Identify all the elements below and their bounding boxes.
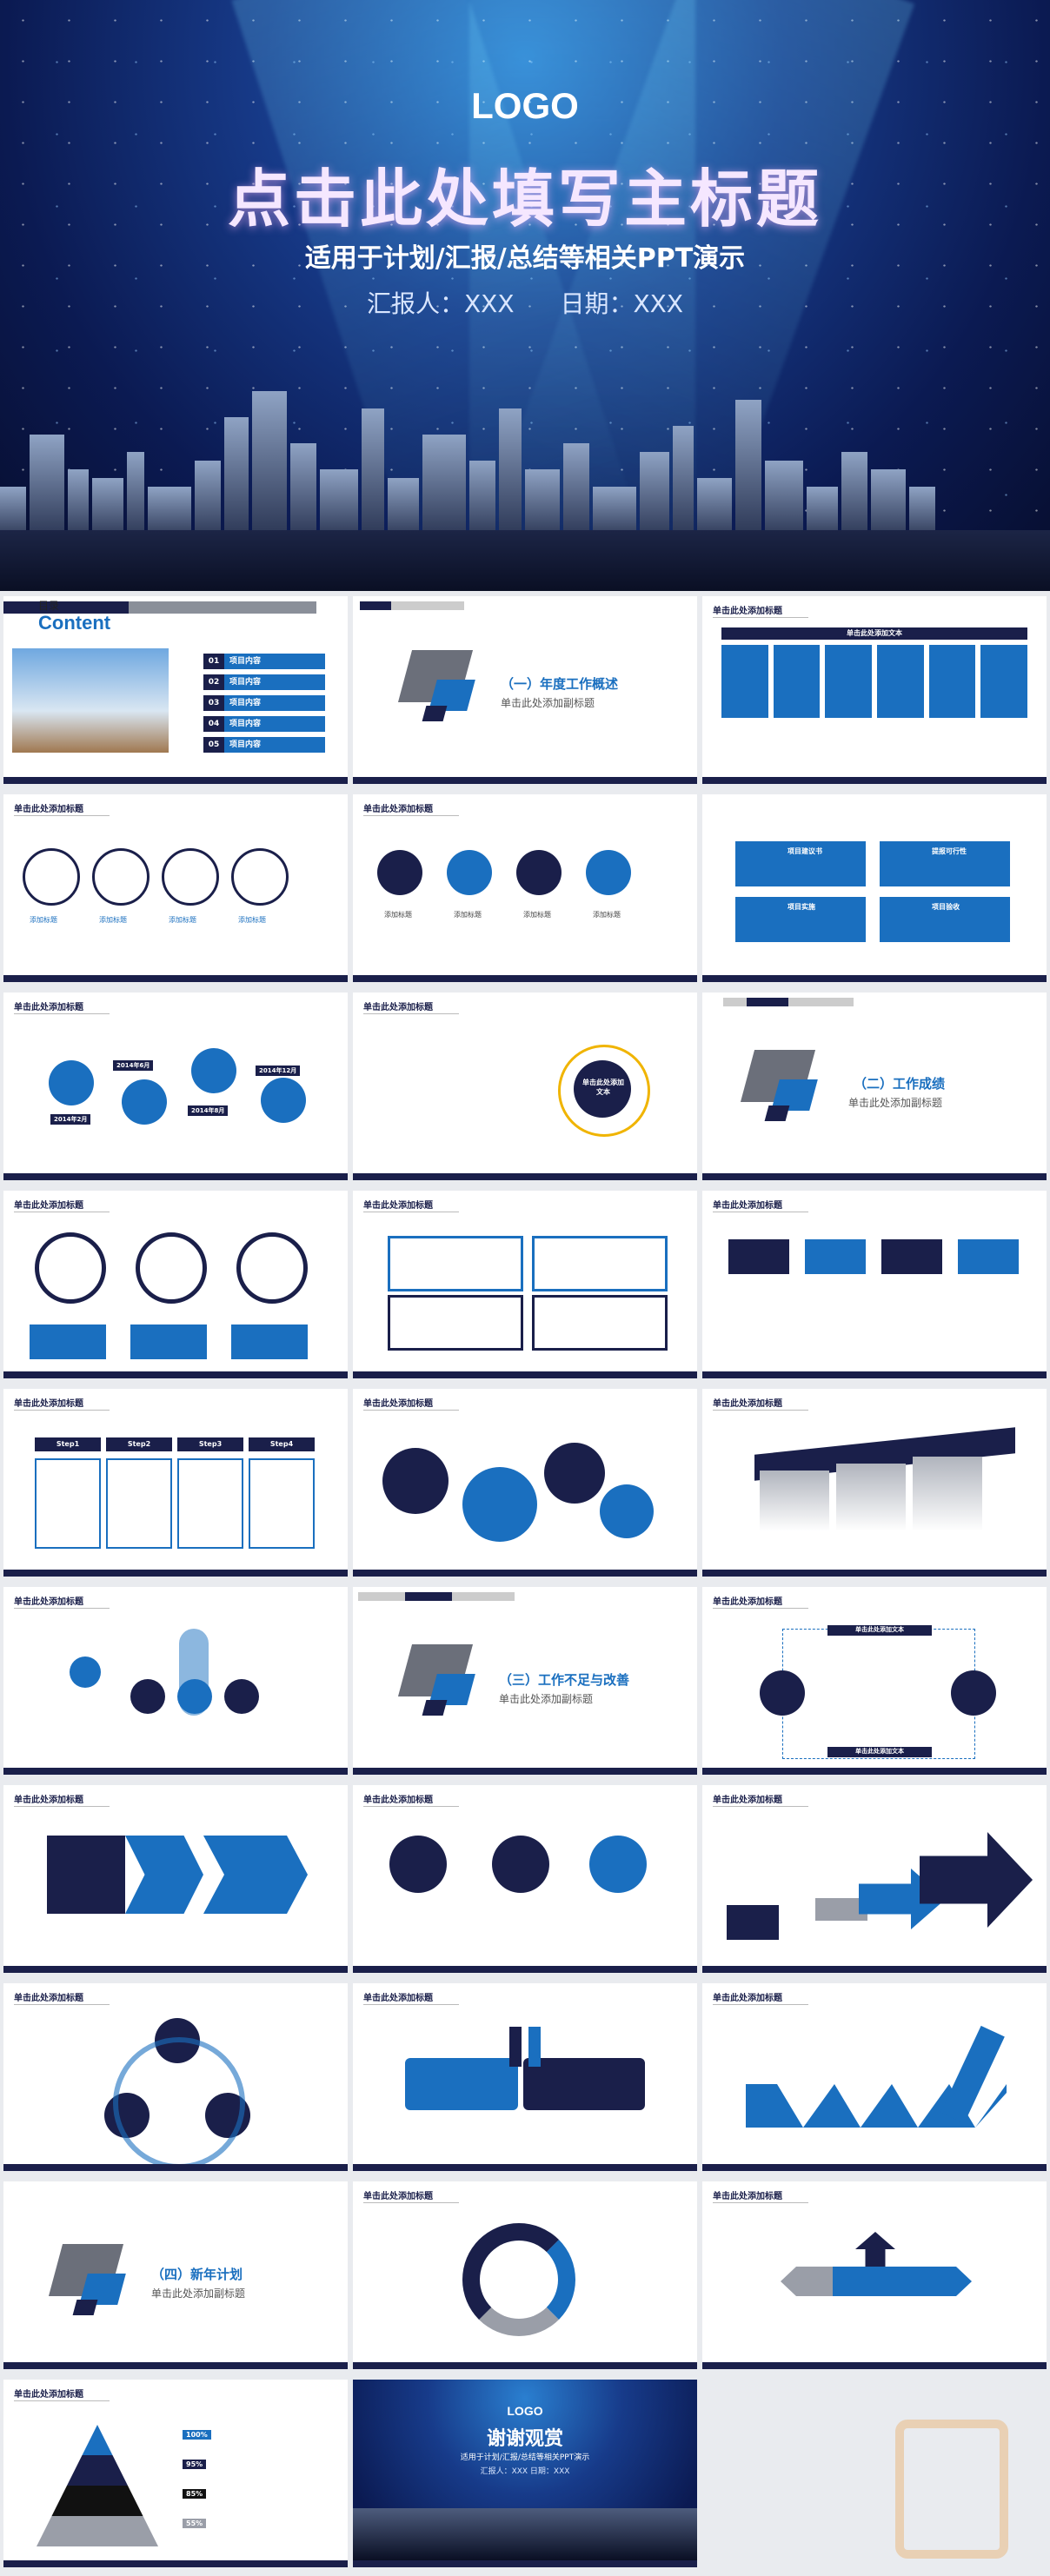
section-subtitle: 单击此处添加副标题 [501, 697, 595, 709]
slide-chevrons[interactable]: 单击此处添加标题 [3, 1785, 348, 1973]
calculator-card [880, 841, 1010, 886]
film-card [735, 897, 866, 942]
section-subtitle: 单击此处添加副标题 [848, 1097, 943, 1109]
monitor-icon [727, 1905, 779, 1940]
slide-table[interactable]: 单击此处添加标题 单击此处添加文本 [702, 596, 1047, 784]
slide-cross-arrows[interactable]: 单击此处添加标题 [702, 2181, 1047, 2369]
toc-item[interactable]: 01 项目内容 [203, 654, 325, 669]
slide-section-2[interactable]: （二）工作成绩 单击此处添加副标题 [702, 993, 1047, 1180]
section-title: （四）新年计划 [151, 2267, 243, 2282]
person-icon [509, 2027, 522, 2067]
slide-computer-arrows[interactable]: 单击此处添加标题 [702, 1785, 1047, 1973]
slide-people[interactable]: 单击此处添加标题 [353, 1983, 697, 2171]
toc-item[interactable]: 04 项目内容 [203, 716, 325, 732]
city-skyline [0, 374, 1050, 539]
link-icon [586, 850, 631, 895]
gear-icon [544, 1443, 605, 1504]
toc-title-cn: 目录 [38, 600, 60, 612]
slide-growth-arrow[interactable]: 单击此处添加标题 [702, 1983, 1047, 2171]
slide-cycle[interactable]: 单击此处添加标题 [3, 1983, 348, 2171]
toc-item[interactable]: 02 项目内容 [203, 674, 325, 690]
watermark-logo [895, 2420, 1008, 2559]
cover-slide: LOGO 点击此处填写主标题 适用于计划/汇报/总结等相关PPT演示 汇报人：X… [0, 0, 1050, 591]
slide-timeline[interactable]: 单击此处添加标题 2014年6月 2014年12月 2014年2月 2014年8… [3, 993, 348, 1180]
cover-title: 点击此处填写主标题 [227, 163, 822, 236]
slide-section-4[interactable]: （四）新年计划 单击此处添加副标题 [3, 2181, 348, 2369]
slide-steps-arrow[interactable]: 单击此处添加标题 [702, 1389, 1047, 1577]
slide-four-icons[interactable]: 单击此处添加标题 [702, 1191, 1047, 1378]
cover-meta: 汇报人：XXX 日期：XXX [0, 285, 1050, 320]
cover-logo: LOGO [471, 85, 579, 126]
toc-item[interactable]: 05 项目内容 [203, 737, 325, 753]
gear-icon [600, 1484, 654, 1538]
home-icon [728, 1239, 789, 1274]
person-icon [528, 2027, 541, 2067]
slide-steps[interactable]: 单击此处添加标题 Step1 Step2 Step3 Step4 [3, 1389, 348, 1577]
section-subtitle: 单击此处添加副标题 [151, 2287, 246, 2300]
slide-toc[interactable]: 目录 Content 01 项目内容 02 项目内容 03 项目内容 04 项目内容 0… [3, 596, 348, 784]
gear-icon [382, 1448, 449, 1514]
dropbox-icon [805, 1239, 866, 1274]
chart-icon [377, 850, 422, 895]
toc-item[interactable]: 03 项目内容 [203, 695, 325, 711]
slide-pyramid[interactable]: 单击此处添加标题 100% 95% 85% 55% [3, 2380, 348, 2567]
slide-three-circles-arrows[interactable]: 单击此处添加标题 [353, 1785, 697, 1973]
folder-icon [516, 850, 562, 895]
slide-icon-circles[interactable]: 单击此处添加标题 添加标题 添加标题 添加标题 添加标题 [353, 794, 697, 982]
slide-four-circles[interactable]: 单击此处添加标题 添加标题 添加标题 添加标题 添加标题 [3, 794, 348, 982]
slide-four-arrows[interactable]: 单击此处添加标题 单击此处添加文本 单击此处添加文本 [702, 1587, 1047, 1775]
file-icon [881, 1239, 942, 1274]
date-label: 日期：XXX [560, 289, 683, 318]
mail-icon [958, 1239, 1019, 1274]
water-reflection [0, 530, 1050, 591]
slide-section-3[interactable]: （三）工作不足与改善 单击此处添加副标题 [353, 1587, 697, 1775]
doc-icon [447, 850, 492, 895]
slide-process-pill[interactable]: 单击此处添加标题 [3, 1587, 348, 1775]
section-title: （二）工作成绩 [854, 1076, 946, 1092]
gear-icon [462, 1467, 537, 1542]
office-photo [12, 648, 169, 753]
section-title: （三）工作不足与改善 [499, 1672, 630, 1688]
edit-card [880, 897, 1010, 942]
section-subtitle: 单击此处添加副标题 [499, 1693, 594, 1705]
cover-subtitle: 适用于计划/汇报/总结等相关PPT演示 [304, 243, 746, 274]
reporter-label: 汇报人：XXX [367, 289, 515, 318]
toc-title-en: Content [38, 612, 111, 634]
slide-four-boxes[interactable]: 单击此处添加标题 [353, 1191, 697, 1378]
table-columns [721, 645, 1028, 718]
city-skyline [353, 2508, 697, 2560]
slide-cycle-arrows[interactable]: 单击此处添加标题 [353, 2181, 697, 2369]
tools-card [735, 841, 866, 886]
section-title: （一）年度工作概述 [501, 676, 619, 692]
pyramid-chart [37, 2425, 158, 2546]
slide-thanks[interactable]: LOGO 谢谢观赏 适用于计划/汇报/总结等相关PPT演示 汇报人：XXX 日期… [353, 2380, 697, 2567]
slide-icon-grid[interactable]: 项目建议书 提报可行性 项目实施 项目验收 [702, 794, 1047, 982]
slide-three-rings[interactable]: 单击此处添加标题 [3, 1191, 348, 1378]
slide-gears[interactable]: 单击此处添加标题 [353, 1389, 697, 1577]
slide-radial[interactable]: 单击此处添加标题 单击此处添加文本 [353, 993, 697, 1180]
slide-section-1[interactable]: （一）年度工作概述 单击此处添加副标题 [353, 596, 697, 784]
